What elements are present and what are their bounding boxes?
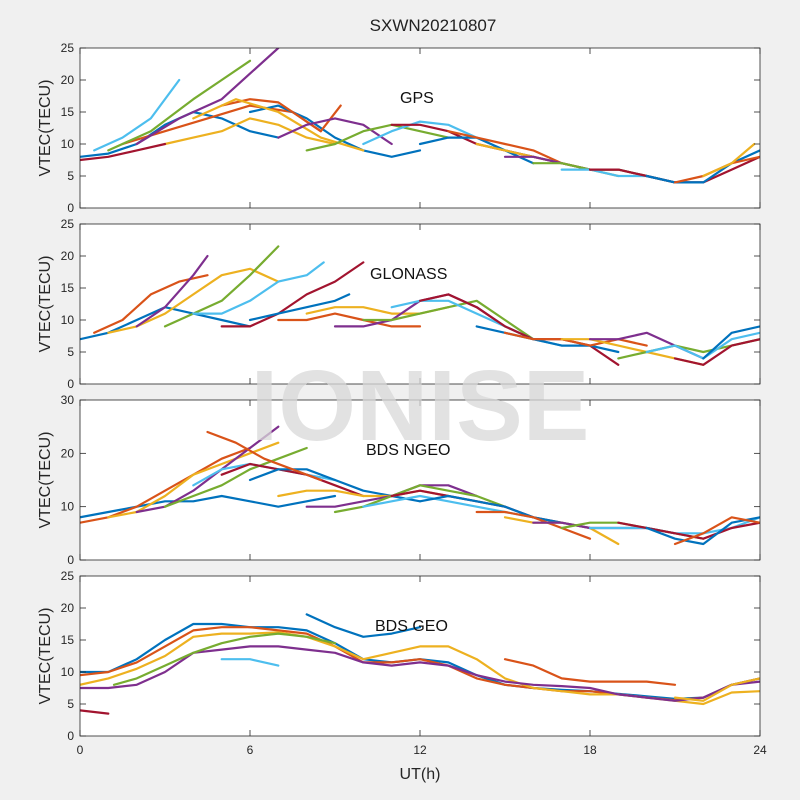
y-tick-label: 15	[61, 633, 75, 647]
y-axis-label: VTEC(TECU)	[37, 80, 54, 177]
series-line	[163, 446, 308, 508]
subplot-annotation: BDS GEO	[375, 618, 448, 635]
series-line	[206, 430, 322, 482]
series-line	[617, 521, 760, 540]
series-group	[80, 613, 760, 715]
y-axis-label: VTEC(TECU)	[37, 432, 54, 529]
series-line	[702, 325, 760, 360]
series-line	[80, 709, 110, 715]
x-tick-label: 18	[583, 743, 597, 757]
series-line	[305, 613, 422, 638]
series-line	[192, 261, 325, 315]
x-tick-label: 12	[413, 743, 427, 757]
series-line	[220, 98, 342, 133]
x-tick-label: 0	[77, 743, 84, 757]
series-line	[135, 425, 280, 514]
subplot-2: 0 5 10 15 20 25 VTEC(TECU) GLONASS	[37, 217, 761, 391]
y-tick-label: 10	[61, 500, 75, 514]
series-line	[702, 142, 756, 178]
series-line	[220, 261, 365, 328]
y-tick-label: 0	[67, 729, 74, 743]
series-line	[645, 516, 760, 546]
series-line	[305, 123, 450, 152]
y-tick-label: 5	[67, 345, 74, 359]
series-line	[362, 299, 535, 341]
series-line	[475, 510, 592, 540]
y-tick-label: 25	[61, 217, 75, 231]
series-line	[112, 632, 337, 686]
series-group	[80, 48, 760, 184]
series-line	[503, 331, 648, 347]
y-tick-label: 5	[67, 169, 74, 183]
y-tick-label: 20	[61, 249, 75, 263]
series-line	[80, 494, 337, 519]
series-line	[163, 245, 280, 328]
subplot-1: 0 5 10 15 20 25 VTEC(TECU) GPS	[37, 41, 761, 215]
subplots: 0 5 10 15 20 25 VTEC(TECU) GPS 0 5 10 15 20 25 VTEC(TE…	[37, 41, 767, 757]
series-line	[192, 98, 365, 152]
y-tick-label: 0	[67, 201, 74, 215]
series-line	[248, 293, 351, 322]
series-line	[673, 516, 760, 546]
series-line	[135, 48, 280, 146]
series-line	[248, 104, 422, 158]
series-group	[80, 425, 760, 546]
plot-area	[80, 400, 760, 560]
series-line	[107, 59, 252, 152]
series-line	[277, 117, 393, 146]
figure-title: SXWN20210807	[370, 16, 497, 35]
series-line	[163, 117, 337, 146]
subplot-annotation: GPS	[400, 90, 434, 107]
plot-area	[80, 48, 760, 208]
subplot-4: 0 6 12 18 24 0 5 10 15 20 25 VTEC(TECU) BDS GEO	[37, 569, 767, 757]
watermark-logo: IONISE	[251, 350, 590, 462]
y-tick-label: 25	[61, 41, 75, 55]
y-tick-label: 30	[61, 393, 75, 407]
plot-area	[80, 224, 760, 384]
series-line	[135, 254, 209, 328]
y-axis-label: VTEC(TECU)	[37, 608, 54, 705]
y-tick-label: 10	[61, 137, 75, 151]
subplot-annotation: GLONASS	[370, 266, 447, 283]
y-axis-label: VTEC(TECU)	[37, 256, 54, 353]
y-tick-label: 15	[61, 281, 75, 295]
y-tick-label: 20	[61, 73, 75, 87]
subplot-annotation: BDS NGEO	[366, 442, 450, 459]
x-tick-label: 6	[247, 743, 254, 757]
y-tick-label: 5	[67, 697, 74, 711]
x-axis-label: UT(h)	[400, 766, 441, 783]
series-line	[277, 312, 422, 328]
series-line	[220, 658, 280, 667]
subplot-3: 0 10 20 30 VTEC(TECU) BDS NGEO	[37, 393, 761, 567]
y-tick-label: 0	[67, 553, 74, 567]
series-line	[220, 462, 365, 498]
y-tick-label: 15	[61, 105, 75, 119]
y-tick-label: 0	[67, 377, 74, 391]
series-line	[673, 677, 760, 702]
series-line	[645, 149, 760, 184]
series-line	[503, 658, 677, 686]
y-tick-label: 10	[61, 313, 75, 327]
series-line	[475, 325, 620, 354]
y-tick-label: 20	[61, 446, 75, 460]
series-group	[80, 245, 760, 366]
series-line	[93, 78, 181, 152]
y-tick-label: 20	[61, 601, 75, 615]
x-tick-label: 24	[753, 743, 767, 757]
y-tick-label: 10	[61, 665, 75, 679]
series-line	[80, 142, 167, 162]
plot-area	[80, 576, 760, 736]
series-line	[673, 338, 760, 366]
y-tick-label: 25	[61, 569, 75, 583]
